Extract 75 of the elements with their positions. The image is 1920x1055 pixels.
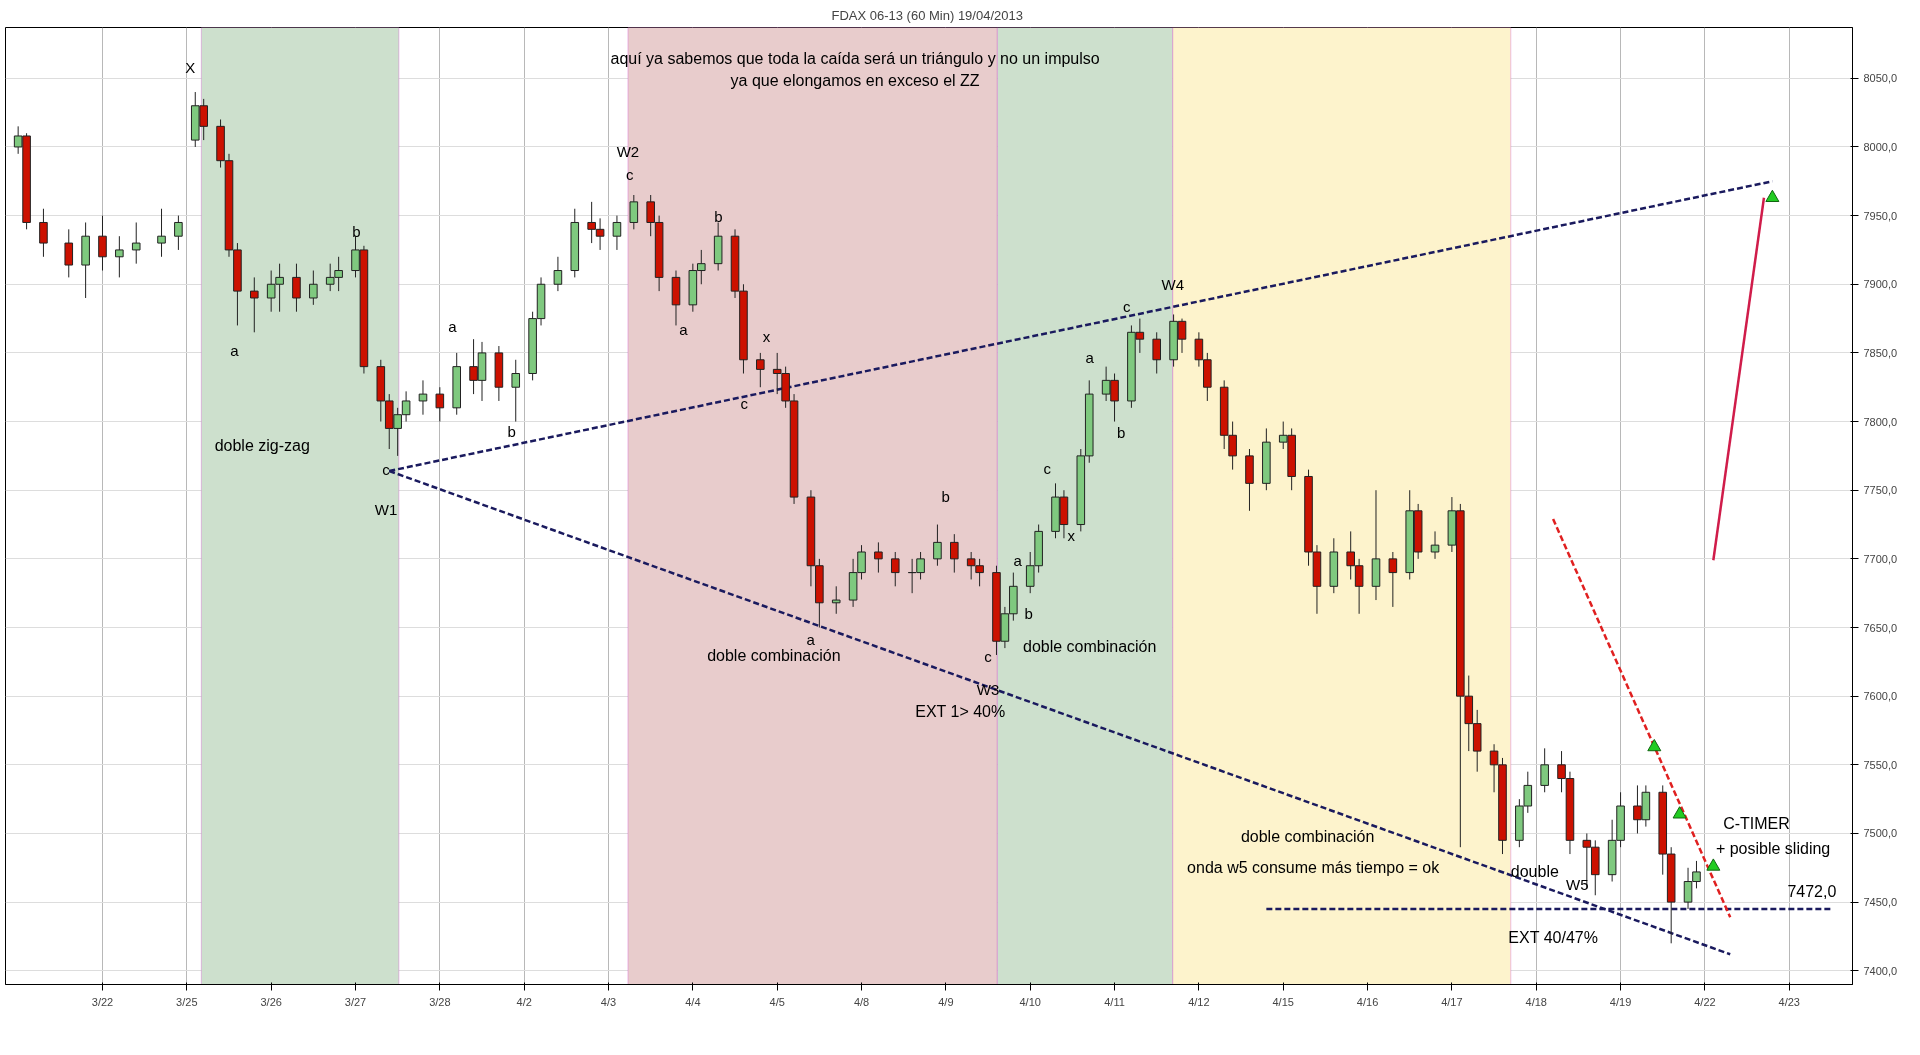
- annotation: a: [1085, 349, 1095, 367]
- x-tick-label: 3/25: [176, 995, 198, 1008]
- annotation: 7472,0: [1787, 882, 1837, 900]
- x-tick-label: 3/28: [429, 995, 451, 1008]
- annotation: a: [1013, 552, 1023, 570]
- annotation: ya que elongamos en exceso el ZZ: [730, 71, 980, 89]
- x-tick-label: 4/17: [1441, 995, 1463, 1008]
- x-tick-label: 4/4: [685, 995, 701, 1008]
- annotation: b: [507, 422, 516, 440]
- y-tick-label: 7750,0: [1863, 484, 1898, 497]
- annotation: x: [762, 328, 771, 346]
- annotation: W4: [1161, 276, 1185, 294]
- y-tick-label: 7950,0: [1863, 209, 1898, 222]
- annotation: C-TIMER: [1723, 815, 1790, 833]
- x-tick-label: 4/22: [1694, 995, 1716, 1008]
- annotation: double: [1510, 863, 1559, 881]
- x-tick-label: 4/15: [1272, 995, 1294, 1008]
- y-tick-label: 7800,0: [1863, 415, 1898, 428]
- annotation: c: [1043, 460, 1052, 478]
- x-tick-label: 4/12: [1188, 995, 1210, 1008]
- annotation: c: [626, 166, 635, 184]
- y-tick-label: 7700,0: [1863, 552, 1898, 565]
- y-tick-label: 7600,0: [1863, 690, 1898, 703]
- annotation: doble combinación: [707, 646, 841, 664]
- x-tick-label: 4/19: [1609, 995, 1632, 1008]
- annotation: c: [382, 461, 391, 479]
- annotation: a: [448, 317, 458, 335]
- annotation: EXT 1> 40%: [915, 703, 1006, 721]
- y-tick-label: 7500,0: [1863, 827, 1898, 840]
- x-tick-label: 4/23: [1778, 995, 1800, 1008]
- annotation: a: [679, 321, 689, 339]
- annotation: c: [984, 647, 993, 665]
- y-tick-label: 7400,0: [1863, 964, 1898, 977]
- x-tick-label: 4/2: [516, 995, 532, 1008]
- annotation: b: [714, 208, 723, 226]
- annotation: c: [1122, 298, 1131, 316]
- annotation: W3: [976, 681, 1000, 699]
- y-tick-label: 7850,0: [1863, 346, 1898, 359]
- annotation: W2: [616, 143, 640, 161]
- annotation: W1: [374, 501, 398, 519]
- annotation: b: [352, 222, 361, 240]
- x-tick-label: 4/5: [769, 995, 785, 1008]
- annotation: x: [1067, 527, 1076, 545]
- annotation: doble zig-zag: [214, 437, 310, 455]
- y-tick-label: 8000,0: [1863, 140, 1898, 153]
- annotation: aquí ya sabemos que toda la caída será un triángulo y no un impulso: [610, 49, 1100, 67]
- annotation: c: [740, 395, 749, 413]
- annotation: X: [185, 59, 196, 77]
- x-tick-label: 4/8: [853, 995, 870, 1008]
- annotation: doble combinación: [1240, 827, 1375, 845]
- x-tick-label: 4/11: [1104, 995, 1125, 1008]
- annotation: doble combinación: [1022, 638, 1157, 656]
- y-tick-label: 7550,0: [1863, 758, 1898, 771]
- y-tick-label: 7650,0: [1863, 621, 1898, 634]
- annotation: + posible sliding: [1715, 840, 1831, 858]
- x-tick-label: 3/26: [260, 995, 282, 1008]
- annotation: a: [230, 342, 240, 360]
- annotation: b: [1116, 423, 1126, 441]
- x-tick-label: 3/22: [91, 995, 114, 1008]
- x-tick-label: 4/18: [1525, 995, 1547, 1008]
- annotation: W5: [1566, 875, 1589, 893]
- annotation: a: [806, 630, 816, 648]
- annotation: EXT 40/47%: [1508, 929, 1598, 947]
- chart-title: FDAX 06-13 (60 Min) 19/04/2013: [831, 7, 1023, 23]
- annotation: b: [941, 487, 950, 505]
- annotation: b: [1024, 604, 1033, 622]
- y-tick-label: 7900,0: [1863, 278, 1898, 291]
- y-tick-label: 8050,0: [1863, 72, 1898, 85]
- x-tick-label: 4/10: [1019, 995, 1041, 1008]
- x-tick-label: 3/27: [344, 995, 367, 1008]
- x-tick-label: 4/9: [938, 995, 954, 1008]
- annotation: onda w5 consume más tiempo = ok: [1187, 859, 1441, 877]
- y-tick-label: 7450,0: [1863, 896, 1898, 909]
- x-tick-label: 4/16: [1356, 995, 1379, 1008]
- x-tick-label: 4/3: [600, 995, 617, 1008]
